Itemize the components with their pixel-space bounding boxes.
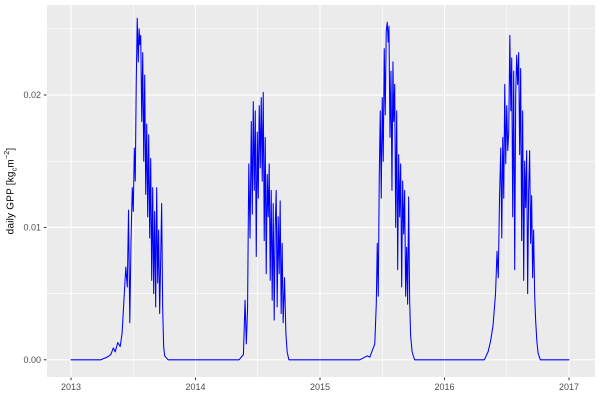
y-axis-tick-label: 0.00 [23, 355, 41, 365]
x-axis-tick-label: 2016 [434, 382, 454, 392]
y-axis-tick-label: 0.01 [23, 222, 41, 232]
gpp-line-series [70, 17, 570, 361]
y-axis-tick-label: 0.02 [23, 90, 41, 100]
x-axis-tick-label: 2013 [61, 382, 81, 392]
y-axis-title-close: ] [5, 147, 17, 151]
y-axis-title-unit: m [5, 159, 17, 168]
y-axis-title-text: daily GPP [kg [5, 171, 17, 235]
y-axis-title: daily GPP [kgcm−2] [4, 147, 19, 235]
y-axis-title-subscript: c [11, 167, 19, 172]
x-axis-tick-label: 2017 [559, 382, 579, 392]
y-axis-title-superscript: −2 [4, 150, 12, 160]
x-axis-tick-label: 2014 [185, 382, 205, 392]
x-axis-tick-label: 2015 [310, 382, 330, 392]
